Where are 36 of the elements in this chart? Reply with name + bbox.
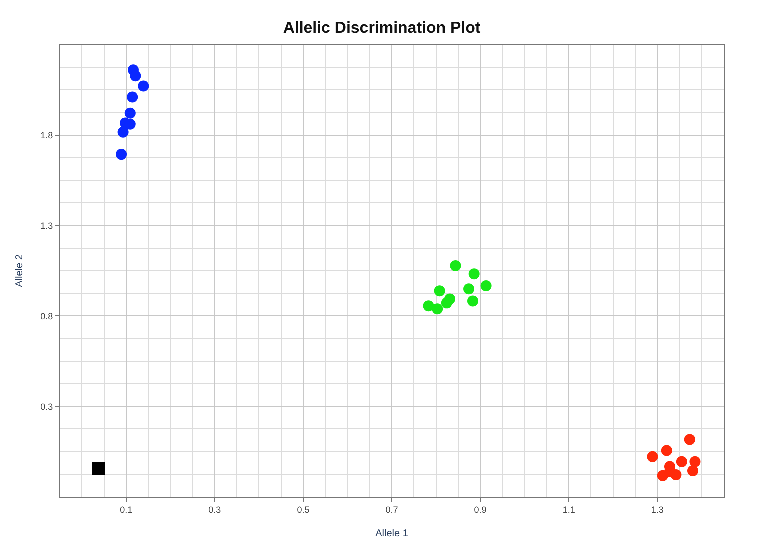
point [450, 260, 462, 272]
point [92, 462, 106, 476]
point [468, 268, 480, 280]
point [124, 108, 136, 119]
x-axis-title: Allele 1 [376, 528, 409, 540]
x-tick-label: 1.1 [562, 504, 576, 515]
point [118, 126, 129, 138]
point [647, 451, 658, 462]
y-axis-title: Allele 2 [14, 254, 26, 288]
point [434, 286, 446, 297]
point [423, 300, 434, 312]
x-tick-label: 0.9 [474, 504, 487, 515]
point [688, 465, 699, 476]
x-tick-label: 0.5 [297, 504, 310, 515]
point [676, 456, 688, 468]
point [661, 445, 672, 456]
point [130, 70, 142, 82]
point [468, 296, 479, 307]
point [441, 298, 452, 309]
point [127, 92, 138, 103]
x-tick-label: 0.7 [386, 504, 398, 515]
point [684, 434, 696, 446]
point [690, 456, 701, 468]
point [464, 284, 475, 295]
x-tick-label: 1.3 [651, 504, 664, 515]
point [432, 304, 444, 315]
y-tick-label: 1.8 [40, 130, 54, 141]
y-tick-label: 1.3 [40, 220, 54, 231]
chart-title: Allelic Discrimination Plot [283, 20, 482, 38]
point [480, 280, 492, 292]
x-tick-label: 0.3 [208, 504, 222, 515]
y-tick-label: 0.8 [40, 311, 54, 322]
point [116, 149, 128, 160]
x-tick-label: 0.1 [120, 504, 133, 515]
y-tick-label: 0.3 [40, 402, 54, 412]
point [138, 80, 150, 92]
